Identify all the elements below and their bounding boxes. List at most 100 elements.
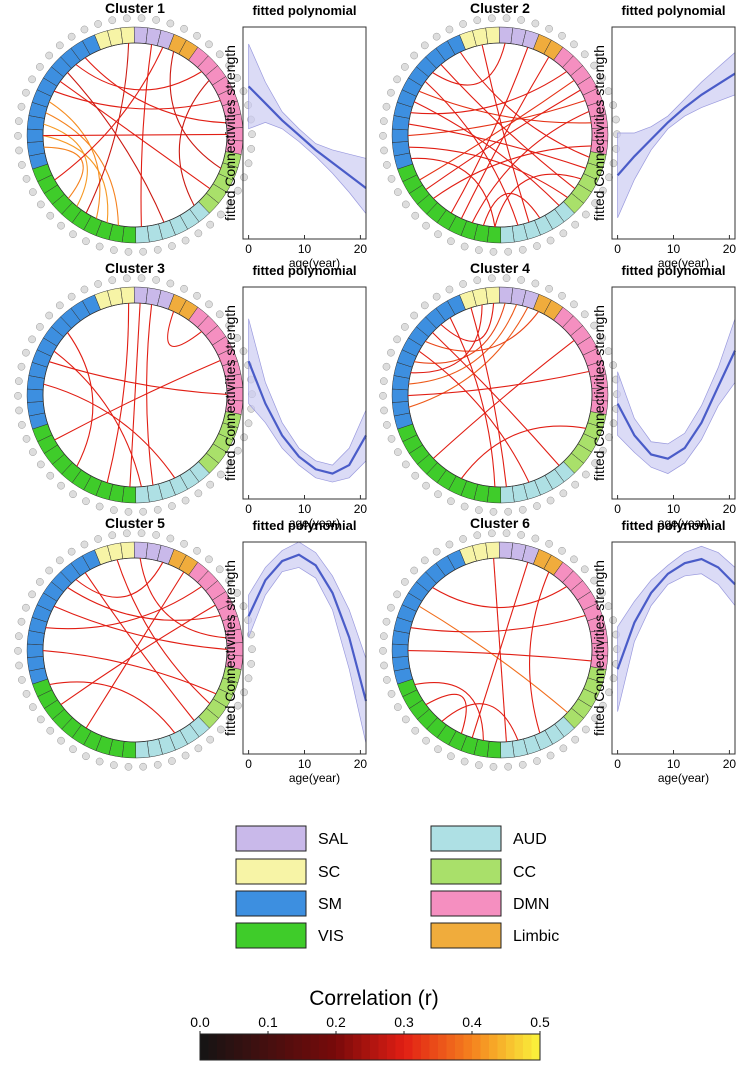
- colorbar-cell: [412, 1034, 422, 1060]
- colorbar-cell: [370, 1034, 379, 1060]
- connection: [45, 112, 119, 226]
- connection: [67, 332, 94, 467]
- brain-icon: [124, 247, 133, 256]
- brain-icon: [379, 646, 387, 655]
- network-node: [486, 486, 502, 504]
- brain-icon: [206, 735, 215, 744]
- connection: [471, 110, 590, 223]
- connection: [407, 370, 590, 397]
- brain-icon: [194, 229, 203, 238]
- brain-icon: [180, 284, 188, 293]
- x-tick-label: 0: [614, 242, 621, 256]
- brain-icon: [590, 321, 599, 330]
- brain-icon: [387, 174, 396, 183]
- brain-icon: [382, 102, 391, 111]
- brain-icon: [410, 566, 419, 575]
- ring-inner: [407, 302, 593, 488]
- brain-icon: [434, 230, 442, 239]
- brain-icon: [447, 497, 455, 506]
- chart-title: fitted polynomial: [253, 263, 357, 278]
- brain-icon: [489, 247, 498, 256]
- network-node: [121, 486, 137, 504]
- brain-icon: [445, 285, 454, 294]
- brain-icon: [36, 323, 44, 331]
- brain-icon: [57, 221, 65, 230]
- brain-icon: [216, 210, 225, 219]
- colorbar-tick-label: 0.2: [326, 1014, 346, 1030]
- colorbar-cell: [251, 1034, 260, 1060]
- colorbar-cell: [268, 1034, 277, 1060]
- plot-frame: [242, 26, 367, 240]
- brain-icon: [29, 703, 37, 711]
- brain-icon: [244, 159, 253, 168]
- brain-icon: [122, 14, 131, 23]
- brain-icon: [504, 507, 513, 516]
- brain-icon: [137, 14, 146, 23]
- legend-swatch: [430, 922, 502, 949]
- connection: [49, 681, 176, 734]
- colorbar-cell: [523, 1034, 532, 1060]
- connectogram: Cluster 1: [14, 0, 256, 256]
- brain-icon: [180, 539, 188, 548]
- brain-icon: [598, 334, 606, 342]
- brain-icon: [599, 701, 607, 710]
- brain-icon: [559, 489, 568, 498]
- cluster-title: Cluster 5: [105, 515, 165, 531]
- brain-icon: [558, 546, 566, 555]
- brain-icon: [502, 14, 511, 23]
- brain-icon: [17, 617, 26, 626]
- brain-icon: [240, 688, 248, 697]
- brain-icon: [422, 221, 430, 230]
- x-tick-label: 0: [245, 242, 252, 256]
- colorbar-cell: [285, 1034, 294, 1060]
- brain-icon: [94, 280, 102, 288]
- brain-icon: [14, 377, 23, 385]
- brain-icon: [110, 246, 118, 254]
- brain-icon: [459, 535, 467, 543]
- connection: [450, 47, 529, 214]
- brain-icon: [57, 481, 65, 490]
- legend-swatch: [235, 922, 307, 949]
- connection: [418, 90, 592, 124]
- brain-icon: [181, 751, 190, 760]
- fit-line: [247, 85, 367, 189]
- brain-icon: [80, 540, 89, 549]
- brain-icon: [248, 645, 256, 654]
- cluster-title: Cluster 4: [470, 260, 530, 276]
- cluster-title: Cluster 1: [105, 0, 165, 16]
- brain-icon: [139, 762, 148, 771]
- colorbar-cell: [421, 1034, 430, 1060]
- brain-icon: [45, 311, 54, 320]
- x-tick-label: 0: [245, 502, 252, 516]
- y-axis-label: fitted Connectivities strength: [222, 560, 238, 736]
- connection: [54, 359, 221, 441]
- brain-icon: [247, 145, 256, 153]
- brain-icon: [67, 292, 76, 301]
- brain-icon: [531, 279, 540, 288]
- brain-icon: [434, 745, 442, 754]
- brain-icon: [244, 419, 253, 428]
- brain-icon: [247, 660, 256, 668]
- legend-label: AUD: [513, 831, 547, 848]
- colorbar-cell: [217, 1034, 226, 1060]
- brain-icon: [28, 75, 36, 84]
- chart-title: fitted polynomial: [253, 3, 357, 18]
- brain-icon: [422, 736, 430, 745]
- connection: [460, 425, 586, 479]
- connection: [418, 605, 568, 713]
- brain-icon: [36, 578, 44, 586]
- brain-icon: [580, 50, 589, 59]
- brain-icon: [411, 211, 420, 220]
- brain-icon: [15, 146, 23, 155]
- brain-icon: [36, 460, 45, 469]
- brain-icon: [581, 470, 590, 479]
- colorbar-cell: [259, 1034, 269, 1060]
- ring-inner: [407, 557, 593, 743]
- brain-icon: [46, 471, 55, 480]
- brain-icon: [14, 391, 22, 400]
- x-tick-label: 10: [667, 242, 681, 256]
- y-axis-label: fitted Connectivities strength: [222, 305, 238, 481]
- brain-icon: [205, 555, 213, 564]
